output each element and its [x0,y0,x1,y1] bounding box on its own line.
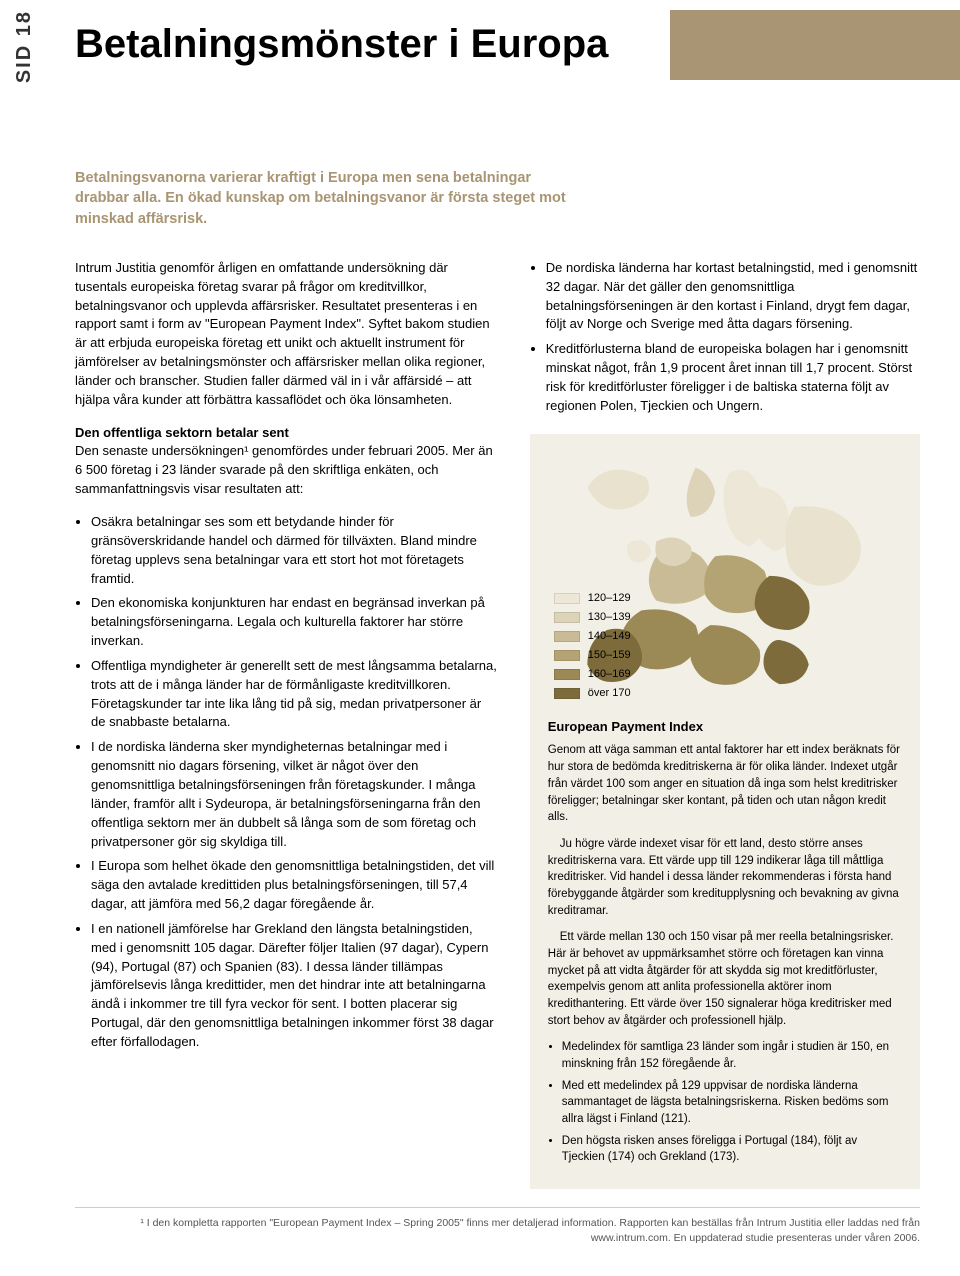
legend-row: 140–149 [554,629,631,645]
right-column: De nordiska länderna har kortast betalni… [530,259,920,1189]
map-body2: Ju högre värde indexet visar för ett lan… [548,836,902,919]
lead-paragraph: Betalningsvanorna varierar kraftigt i Eu… [0,73,580,229]
legend-row: över 170 [554,686,631,702]
map-legend: 120–129 130–139 140–149 150–159 [554,588,631,702]
legend-row: 150–159 [554,648,631,664]
legend-label: 140–149 [588,629,631,645]
legend-label: 130–139 [588,610,631,626]
list-item: Kreditförlusterna bland de europeiska bo… [546,340,920,415]
list-item: Offentliga myndigheter är generellt sett… [91,657,498,732]
list-item: Medelindex för samtliga 23 länder som in… [562,1039,902,1072]
map-sub-bullets: Medelindex för samtliga 23 länder som in… [548,1039,902,1166]
map-area: 120–129 130–139 140–149 150–159 [548,448,902,708]
list-item: I Europa som helhet ökade den genomsnitt… [91,857,498,914]
swatch-120 [554,593,580,604]
swatch-150 [554,650,580,661]
list-item: Osäkra betalningar ses som ett betydande… [91,513,498,588]
list-item: Den högsta risken anses föreligga i Port… [562,1133,902,1166]
legend-row: 160–169 [554,667,631,683]
list-item: Med ett medelindex på 129 uppvisar de no… [562,1078,902,1128]
list-item: De nordiska länderna har kortast betalni… [546,259,920,334]
content-columns: Intrum Justitia genomför årligen en omfa… [0,229,960,1189]
list-item: I de nordiska länderna sker myndighetern… [91,738,498,851]
page: SID 18 Betalningsmönster i Europa Betaln… [0,0,960,1276]
side-label: SID 18 [10,10,39,83]
left-bullets: Osäkra betalningar ses som ett betydande… [75,513,498,1052]
right-bullets: De nordiska länderna har kortast betalni… [530,259,920,416]
map-box: 120–129 130–139 140–149 150–159 [530,434,920,1189]
swatch-170 [554,688,580,699]
intro-paragraph: Intrum Justitia genomför årligen en omfa… [75,259,498,410]
map-title: European Payment Index [548,718,902,737]
swatch-130 [554,612,580,623]
legend-row: 130–139 [554,610,631,626]
swatch-140 [554,631,580,642]
after-subhead: Den senaste undersökningen¹ genomfördes … [75,442,498,499]
legend-label: 120–129 [588,591,631,607]
footnote: ¹ I den kompletta rapporten "European Pa… [75,1207,920,1246]
header-band [670,10,960,80]
legend-label: över 170 [588,686,631,702]
map-body: Genom att väga samman ett antal faktorer… [548,742,902,825]
list-item: Den ekonomiska konjunkturen har endast e… [91,594,498,651]
list-item: I en nationell jämförelse har Grekland d… [91,920,498,1052]
legend-label: 150–159 [588,648,631,664]
map-body3: Ett värde mellan 130 och 150 visar på me… [548,929,902,1029]
legend-row: 120–129 [554,591,631,607]
legend-label: 160–169 [588,667,631,683]
left-column: Intrum Justitia genomför årligen en omfa… [75,259,498,1189]
swatch-160 [554,669,580,680]
subhead: Den offentliga sektorn betalar sent [75,424,498,443]
